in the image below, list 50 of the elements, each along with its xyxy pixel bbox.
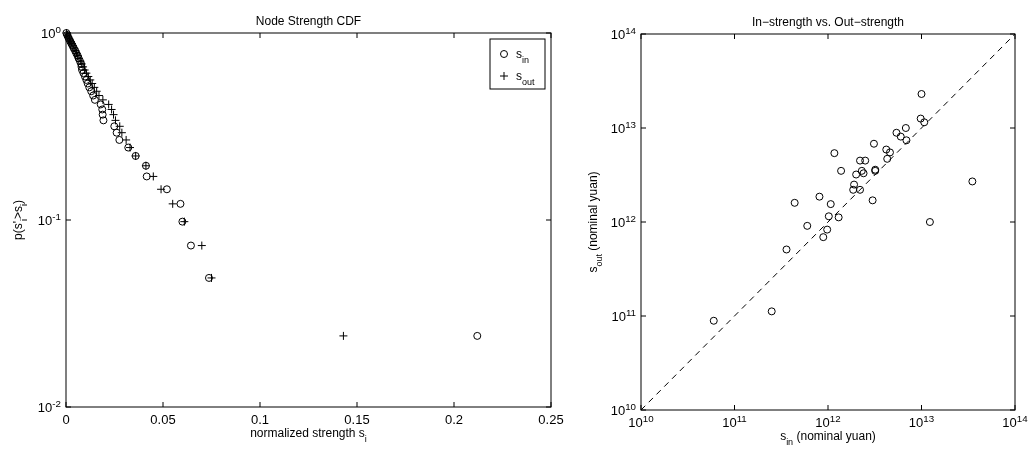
x-axis-title: normalized strength s$_{i}$	[250, 426, 367, 444]
point	[112, 128, 121, 137]
point	[204, 273, 213, 282]
point	[338, 331, 348, 341]
point	[162, 185, 171, 194]
x-tick-label: 10$^{12}$	[815, 412, 841, 430]
point	[156, 184, 166, 194]
point	[85, 83, 94, 92]
point	[197, 241, 207, 251]
point	[207, 273, 216, 283]
legend-label: s$_{in}$	[516, 47, 530, 65]
y-tick-label: 10$^{13}$	[610, 118, 636, 136]
chart-title: Node Strength CDF	[255, 14, 362, 28]
x-tick-label: 0.2	[444, 412, 464, 427]
point	[115, 135, 124, 144]
point	[96, 100, 105, 109]
point	[89, 91, 98, 100]
y-tick-label: 10$^{0}$	[41, 23, 62, 41]
point	[83, 79, 92, 88]
x-tick-label: 10$^{13}$	[908, 412, 935, 430]
x-tick-label: 10$^{10}$	[628, 412, 655, 430]
legend-label: s$_{out}$	[516, 69, 536, 87]
y-tick-label: 10$^{-2}$	[37, 397, 61, 415]
x-tick-label: 0.05	[150, 412, 176, 427]
point	[98, 105, 107, 114]
point	[148, 171, 158, 181]
x-tick-label: 10$^{11}$	[722, 412, 747, 430]
x-axis-title: s$_{in}$ (nominal yuan)	[780, 429, 876, 447]
point	[98, 110, 107, 119]
x-tick-label: 0.1	[250, 412, 270, 427]
point	[168, 199, 178, 209]
point	[142, 172, 151, 181]
point	[87, 87, 96, 96]
y-tick-label: 10$^{11}$	[611, 306, 636, 324]
point	[117, 128, 127, 138]
x-tick-label: 10$^{14}$	[1002, 412, 1029, 430]
point	[110, 122, 119, 131]
y-tick-label: 10$^{14}$	[610, 24, 637, 42]
x-tick-label: 0.25	[538, 412, 564, 427]
y-tick-label: 10$^{-1}$	[37, 210, 61, 228]
point	[473, 331, 482, 340]
chart-title: In−strength vs. Out−strength	[751, 15, 905, 29]
x-tick-label: 0	[62, 412, 70, 427]
y-tick-label: 10$^{12}$	[610, 212, 636, 230]
point	[121, 135, 131, 145]
point	[90, 95, 99, 104]
x-tick-label: 0.15	[344, 412, 370, 427]
point	[99, 116, 108, 125]
point	[186, 241, 195, 250]
point	[176, 199, 185, 208]
